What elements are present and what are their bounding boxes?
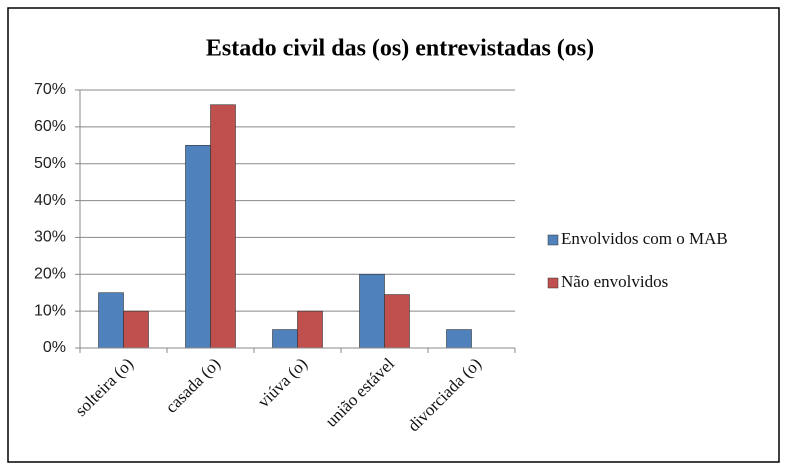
- y-tick-label: 50%: [34, 155, 66, 172]
- chart-border: [7, 7, 780, 463]
- bar: [446, 329, 472, 349]
- legend-swatch: [547, 234, 559, 246]
- legend-label: Não envolvidos: [561, 272, 668, 291]
- bar: [98, 292, 124, 349]
- bar: [210, 104, 236, 349]
- bar: [272, 329, 298, 349]
- bar: [359, 273, 385, 349]
- y-tick-label: 40%: [34, 192, 66, 209]
- chart-title: Estado civil das (os) entrevistadas (os): [206, 36, 594, 62]
- bar: [384, 294, 410, 349]
- y-tick-label: 60%: [34, 118, 66, 135]
- bar: [185, 144, 211, 349]
- y-tick-label: 30%: [34, 229, 66, 246]
- y-tick-label: 0%: [43, 339, 66, 356]
- y-tick-label: 70%: [34, 81, 66, 98]
- legend-label: Envolvidos com o MAB: [561, 229, 728, 248]
- bar: [297, 310, 323, 349]
- y-tick-label: 20%: [34, 266, 66, 283]
- bar: [123, 310, 149, 349]
- y-tick-label: 10%: [34, 302, 66, 319]
- legend-swatch: [547, 277, 559, 289]
